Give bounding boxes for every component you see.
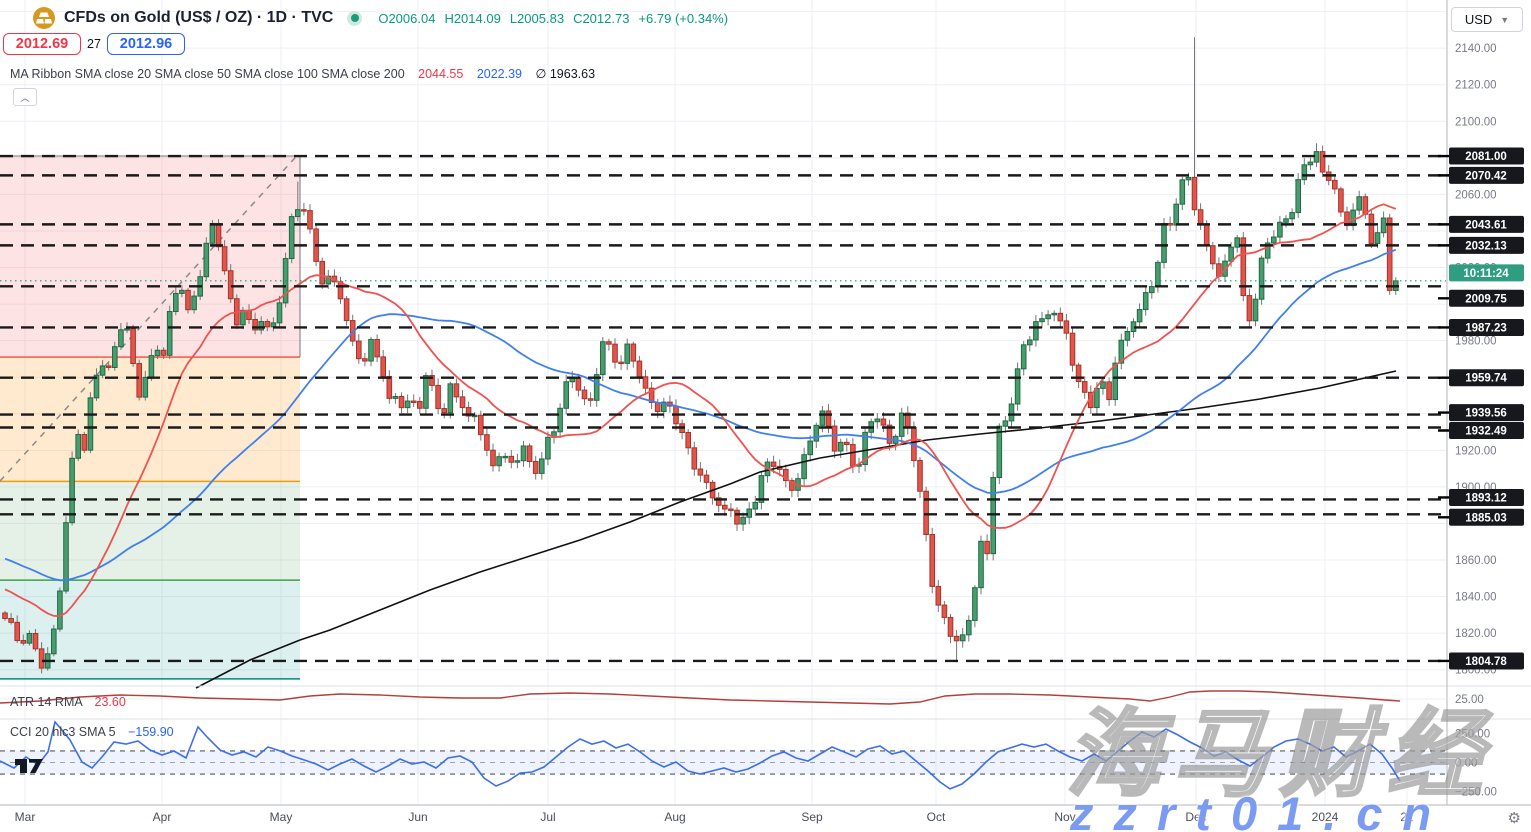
level-price-label <box>1449 488 1524 506</box>
market-status-icon[interactable] <box>347 10 363 26</box>
price-tick-label: 1920.00 <box>1455 445 1497 457</box>
level-price-text: 2009.75 <box>1465 293 1507 305</box>
level-price-text: 1804.78 <box>1465 656 1507 668</box>
cci-value: −159.90 <box>128 725 174 739</box>
level-price-text: 1893.12 <box>1465 492 1507 504</box>
level-price-label <box>1449 215 1524 233</box>
price-tick-label: 1820.00 <box>1455 628 1497 640</box>
atr-value: 23.60 <box>94 695 126 709</box>
price-tick-label: 1860.00 <box>1455 555 1497 567</box>
price-tick-label: 2060.00 <box>1455 189 1497 201</box>
level-price-text: 2032.13 <box>1465 240 1507 252</box>
sma50-line <box>4 248 1397 582</box>
sma50-value: 2022.39 <box>476 67 522 81</box>
x-axis-label: Apr <box>153 810 172 824</box>
price-tick-label: 2100.00 <box>1455 116 1497 128</box>
x-axis-label: Nov <box>1054 810 1075 824</box>
cci-label: CCI 20 hlc3 SMA 5 <box>10 725 116 739</box>
gold-symbol-icon <box>33 7 55 29</box>
x-axis-label: Mar <box>15 810 36 824</box>
cci-tick-label: −250.00 <box>1455 787 1497 799</box>
level-price-label <box>1449 236 1524 254</box>
level-price-label <box>1449 369 1524 387</box>
price-tick-label: 2140.00 <box>1455 43 1497 55</box>
atr-tick-label: 25.00 <box>1455 694 1484 706</box>
level-price-text: 1987.23 <box>1465 322 1507 334</box>
level-price-label <box>1449 652 1524 670</box>
sma20-value: 2044.55 <box>418 67 464 81</box>
level-price-text: 1959.74 <box>1465 373 1507 385</box>
currency-selector[interactable]: USD ▼ <box>1451 7 1523 32</box>
level-price-label <box>1449 508 1524 526</box>
currency-value: USD <box>1464 12 1493 27</box>
cci-line <box>0 720 1401 790</box>
collapse-indicators-button[interactable]: ︿ <box>13 88 37 106</box>
price-tick-label: 2120.00 <box>1455 80 1497 92</box>
level-price-label <box>1449 318 1524 336</box>
level-price-label <box>1449 404 1524 422</box>
level-price-text: 2070.42 <box>1465 170 1507 182</box>
level-price-text: 2081.00 <box>1465 151 1507 163</box>
ma-ribbon-legend[interactable]: MA Ribbon SMA close 20 SMA close 50 SMA … <box>10 66 595 81</box>
axis-settings-gear-icon[interactable]: ⚙ <box>1507 810 1521 827</box>
chevron-down-icon: ▼ <box>1500 14 1510 25</box>
low-value: L2005.83 <box>509 10 565 26</box>
cci-tick-label: 0.00 <box>1455 758 1477 770</box>
ohlc-values: O2006.04 H2014.09 L2005.83 C2012.73 +6.79 (+… <box>378 11 737 26</box>
price-tick-label: 1840.00 <box>1455 592 1497 604</box>
x-axis-label: Aug <box>664 810 685 824</box>
x-axis-label: Sep <box>801 810 823 824</box>
supply-demand-zone <box>0 156 300 358</box>
cci-legend[interactable]: CCI 20 hlc3 SMA 5 −159.90 <box>10 725 174 739</box>
change-value: +6.79 (+0.34%) <box>638 10 729 26</box>
price-tick-label: 1980.00 <box>1455 336 1497 348</box>
x-axis-label: Jun <box>408 810 427 824</box>
symbol-title[interactable]: CFDs on Gold (US$ / OZ) · 1D · TVC <box>64 9 334 26</box>
tradingview-logo-icon[interactable] <box>14 756 44 781</box>
open-value: O2006.04 <box>378 10 436 26</box>
level-price-text: 1932.49 <box>1465 426 1507 438</box>
level-price-label <box>1449 422 1524 440</box>
atr-label: ATR 14 RMA <box>10 695 83 709</box>
level-price-text: 1939.56 <box>1465 408 1507 420</box>
countdown-text: 10:11:24 <box>1463 268 1509 280</box>
level-price-label <box>1449 289 1524 307</box>
level-price-text: 2043.61 <box>1465 219 1507 231</box>
x-axis-label: 22 <box>1400 810 1414 824</box>
x-axis-label: 2024 <box>1312 810 1339 824</box>
level-price-label <box>1449 166 1524 184</box>
x-axis-label: May <box>270 810 293 824</box>
x-axis-label: Oct <box>927 810 946 824</box>
supply-demand-zone <box>0 481 300 581</box>
cci-tick-label: 250.00 <box>1455 729 1490 741</box>
candles[interactable] <box>2 151 1399 669</box>
atr-line <box>0 690 1401 705</box>
sma-slow-line <box>195 370 1397 689</box>
buy-price-button[interactable]: 2012.96 <box>107 33 185 55</box>
ma-ribbon-label: MA Ribbon SMA close 20 SMA close 50 SMA … <box>10 67 405 81</box>
countdown-label <box>1449 264 1524 282</box>
close-value: C2012.73 <box>573 10 630 26</box>
level-price-label <box>1449 147 1524 165</box>
atr-legend[interactable]: ATR 14 RMA 23.60 <box>10 695 126 709</box>
x-axis-label: Jul <box>540 810 555 824</box>
level-price-text: 1885.03 <box>1465 512 1507 524</box>
high-value: H2014.09 <box>444 10 501 26</box>
sma-average-value: ∅ 1963.63 <box>535 67 596 81</box>
sma20-line <box>4 203 1397 618</box>
spread-value: 27 <box>87 37 101 51</box>
x-axis-label: Dec <box>1185 810 1206 824</box>
sell-price-button[interactable]: 2012.69 <box>3 33 81 55</box>
